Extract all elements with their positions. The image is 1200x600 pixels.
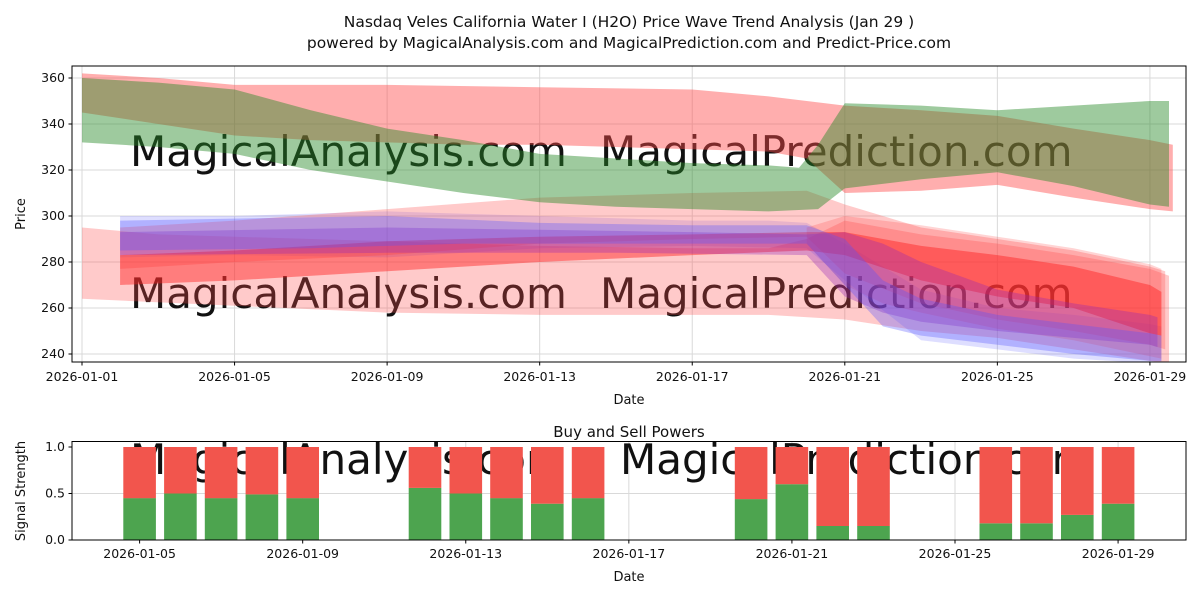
figure-title-line1: Nasdaq Veles California Water I (H2O) Pr… xyxy=(344,13,914,31)
signal-y-tick-label: 0.0 xyxy=(45,532,65,547)
bar-buy xyxy=(857,526,890,540)
bar-sell xyxy=(245,447,279,495)
bar-buy xyxy=(490,498,523,540)
price-x-tick-label: 2026-01-05 xyxy=(198,369,271,384)
price-x-tick-label: 2026-01-09 xyxy=(351,369,424,384)
bar-buy xyxy=(245,494,279,540)
bar-buy xyxy=(164,493,197,540)
signal-y-axis-label: Signal Strength xyxy=(14,441,29,541)
signal-x-tick-label: 2026-01-25 xyxy=(919,546,992,561)
bar-sell xyxy=(1101,447,1135,504)
bar-sell xyxy=(775,447,809,485)
price-y-tick-label: 340 xyxy=(41,116,65,131)
watermark-text: MagicalPrediction.com xyxy=(620,435,1093,484)
bar-buy xyxy=(204,498,238,540)
bar-buy xyxy=(123,498,156,540)
buy-sell-chart: MagicalAnalysis.com MagicalPrediction.com… xyxy=(45,435,1187,561)
price-x-tick-label: 2026-01-13 xyxy=(503,369,576,384)
bar-sell xyxy=(531,447,564,504)
signal-x-tick-label: 2026-01-05 xyxy=(103,546,176,561)
signal-x-tick-label: 2026-01-29 xyxy=(1082,546,1155,561)
signal-x-axis-label: Date xyxy=(613,570,644,585)
signal-x-tick-label: 2026-01-17 xyxy=(593,546,666,561)
band-green-band xyxy=(82,78,1169,212)
bar-buy xyxy=(408,487,442,540)
signal-y-tick-label: 0.5 xyxy=(45,486,65,501)
bar-buy xyxy=(286,498,319,540)
price-x-tick-label: 2026-01-25 xyxy=(961,369,1034,384)
signal-x-tick-label: 2026-01-09 xyxy=(266,546,339,561)
watermark-text: MagicalAnalysis.com xyxy=(130,127,567,176)
bar-buy xyxy=(531,503,564,540)
price-y-tick-label: 280 xyxy=(41,254,65,269)
bar-buy xyxy=(449,493,483,540)
bar-sell xyxy=(449,447,483,494)
band-red-upper-band xyxy=(82,73,1173,212)
price-chart: MagicalAnalysis.com MagicalPrediction.com… xyxy=(41,65,1187,384)
price-y-tick-label: 320 xyxy=(41,162,65,177)
price-x-tick-label: 2026-01-21 xyxy=(808,369,881,384)
price-y-tick-label: 240 xyxy=(41,346,65,361)
bar-buy xyxy=(1101,503,1135,540)
bar-buy xyxy=(816,526,849,540)
band-blue-wide xyxy=(120,211,1162,362)
band-blue-core xyxy=(120,216,1162,361)
buy-sell-bars xyxy=(123,447,1135,540)
figure-title-line2: powered by MagicalAnalysis.com and Magic… xyxy=(307,34,951,52)
price-y-axis-label: Price xyxy=(14,198,29,230)
band-red-core xyxy=(120,232,1162,336)
price-x-tick-label: 2026-01-29 xyxy=(1114,369,1187,384)
bar-buy xyxy=(1020,523,1053,540)
bar-buy xyxy=(571,498,605,540)
bar-buy xyxy=(1061,514,1094,540)
band-red-wide-lower xyxy=(82,220,1169,362)
bar-sell xyxy=(734,447,768,500)
signal-y-tick-label: 1.0 xyxy=(45,439,65,454)
bar-sell xyxy=(164,447,197,494)
signal-x-tick-label: 2026-01-21 xyxy=(756,546,829,561)
price-y-tick-label: 360 xyxy=(41,70,65,85)
bar-sell xyxy=(123,447,156,499)
price-grid xyxy=(72,66,1186,362)
watermark-text: MagicalPrediction.com xyxy=(600,127,1073,176)
watermark-text: MagicalAnalysis.com xyxy=(130,269,567,318)
price-axes-box xyxy=(71,65,1187,363)
buy-sell-chart-title: Buy and Sell Powers xyxy=(553,423,705,441)
price-y-tick-label: 300 xyxy=(41,208,65,223)
price-x-axis-label: Date xyxy=(613,393,644,408)
bar-sell xyxy=(571,447,605,499)
bar-buy xyxy=(734,499,768,540)
price-y-tick-label: 260 xyxy=(41,300,65,315)
watermark-text: MagicalPrediction.com xyxy=(600,269,1073,318)
band-red-mid-channel xyxy=(120,190,1166,350)
signal-x-tick-label: 2026-01-13 xyxy=(429,546,502,561)
price-x-tick-label: 2026-01-01 xyxy=(46,369,119,384)
bar-sell xyxy=(1061,447,1094,515)
bar-sell xyxy=(979,447,1013,524)
watermarks-top: MagicalAnalysis.com MagicalPrediction.com… xyxy=(130,127,1073,318)
bar-sell xyxy=(857,447,890,526)
bar-buy xyxy=(775,484,809,540)
bar-sell xyxy=(490,447,523,499)
bar-sell xyxy=(408,447,442,488)
bar-buy xyxy=(979,523,1013,540)
price-bands xyxy=(82,73,1173,362)
price-x-tick-label: 2026-01-17 xyxy=(656,369,729,384)
bar-sell xyxy=(816,447,849,526)
band-purple-core xyxy=(120,227,1158,348)
bar-sell xyxy=(286,447,319,499)
band-red-fan-soft xyxy=(806,216,1162,359)
bar-sell xyxy=(204,447,238,499)
bar-sell xyxy=(1020,447,1053,524)
